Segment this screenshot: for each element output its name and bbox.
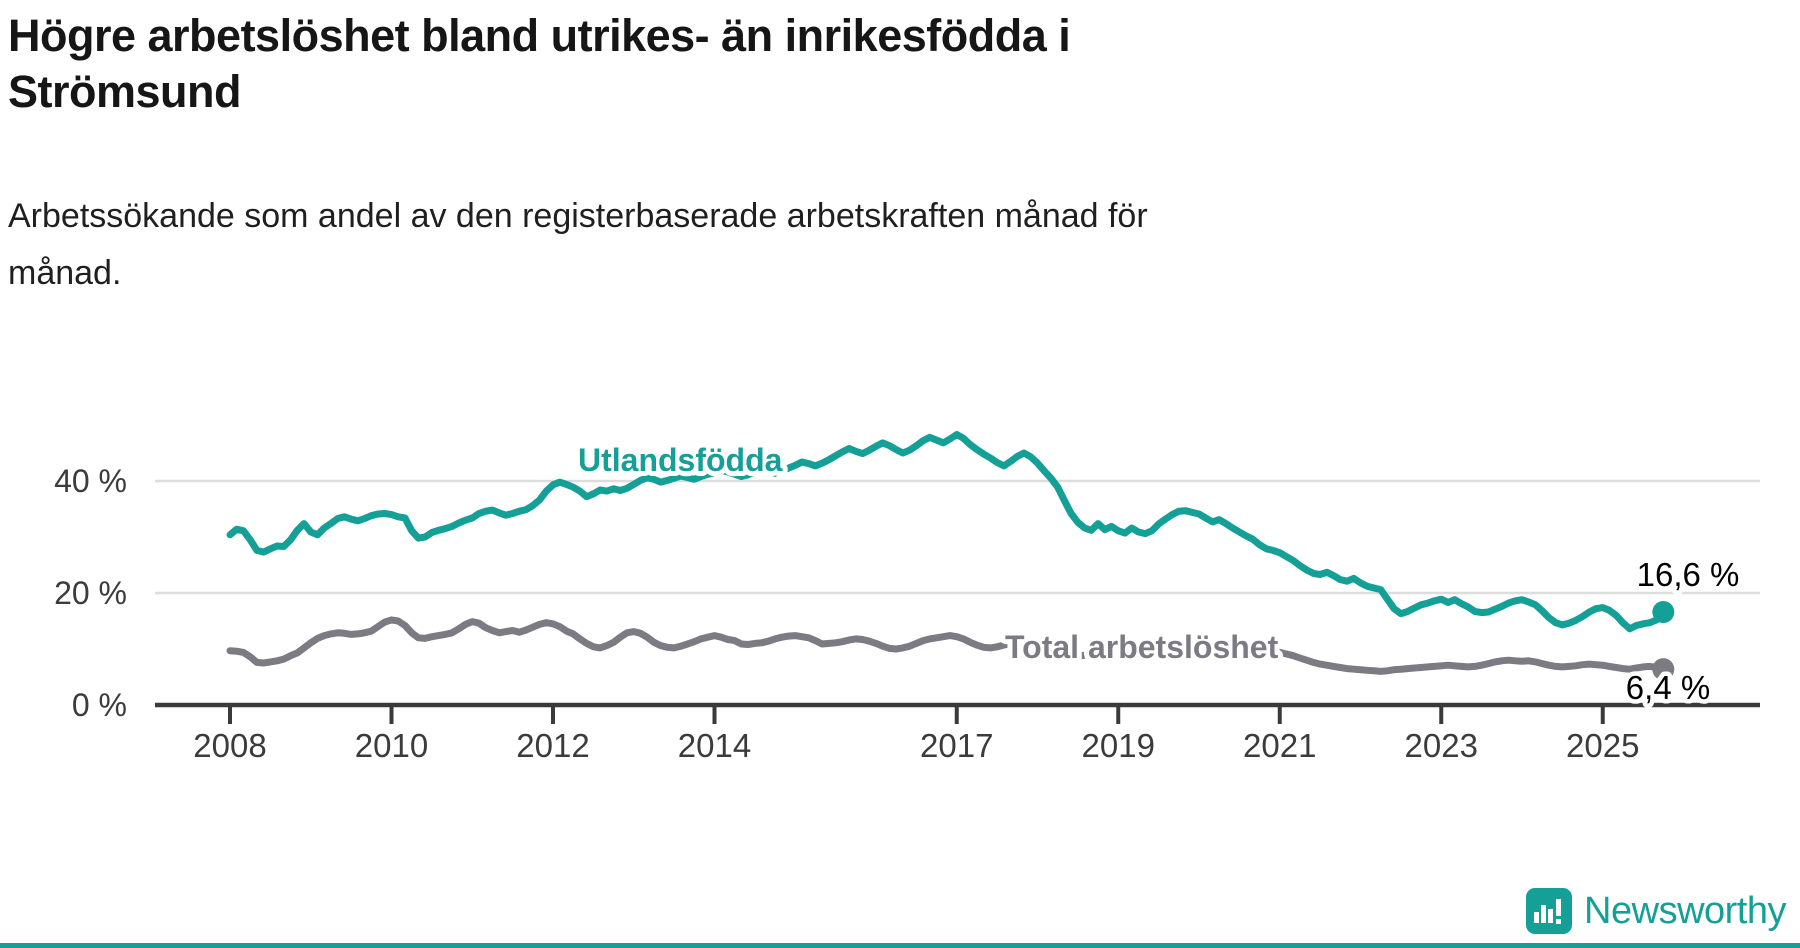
chart-subtitle-line-1: Arbetssökande som andel av den registerb… — [8, 197, 1148, 235]
x-tick-label: 2008 — [193, 727, 266, 764]
subtitle-block: Arbetssökande som andel av den registerb… — [0, 188, 1148, 302]
page-title-line-1: Högre arbetslöshet bland utrikes- än inr… — [8, 10, 1071, 61]
chart-subtitle-line-2: månad. — [8, 254, 122, 292]
x-tick-label: 2019 — [1082, 727, 1155, 764]
x-tick-label: 2017 — [920, 727, 993, 764]
x-tick-label: 2025 — [1566, 727, 1639, 764]
series-line-utlandsfodda — [226, 431, 1667, 633]
bar-chart-icon — [1541, 905, 1547, 923]
y-tick-label: 20 % — [54, 575, 127, 611]
y-tick-label: 40 % — [54, 463, 127, 499]
exclamation-icon — [1556, 899, 1562, 916]
series-end-dot-total — [1652, 658, 1675, 681]
bar-chart-icon — [1534, 912, 1540, 923]
brand-name: Newsworthy — [1584, 889, 1786, 932]
exclamation-icon — [1556, 919, 1562, 924]
x-tick-label: 2010 — [355, 727, 428, 764]
x-tick-label: 2023 — [1405, 727, 1478, 764]
x-tick-label: 2021 — [1243, 727, 1316, 764]
x-tick-label: 2012 — [516, 727, 589, 764]
end-value-label-utlandsfodda: 16,6 % — [1637, 556, 1740, 593]
x-tick-label: 2014 — [678, 727, 751, 764]
series-label-total: Total arbetslöshet — [1005, 629, 1279, 665]
bar-chart-icon — [1548, 909, 1554, 923]
title-block: Högre arbetslöshet bland utrikes- än inr… — [0, 8, 1071, 120]
page-title-line-2: Strömsund — [8, 66, 242, 117]
end-value-label-total: 6,4 % — [1626, 669, 1710, 706]
brand-footer: Newsworthy — [1526, 888, 1786, 934]
series-label-utlandsfodda: Utlandsfödda — [578, 442, 783, 478]
series-end-dot-utlandsfodda — [1652, 601, 1675, 624]
bottom-accent-strip — [0, 943, 1800, 948]
series-line-total — [226, 616, 1667, 675]
newsworthy-logo-icon — [1526, 888, 1573, 934]
y-tick-label: 0 % — [72, 687, 127, 723]
